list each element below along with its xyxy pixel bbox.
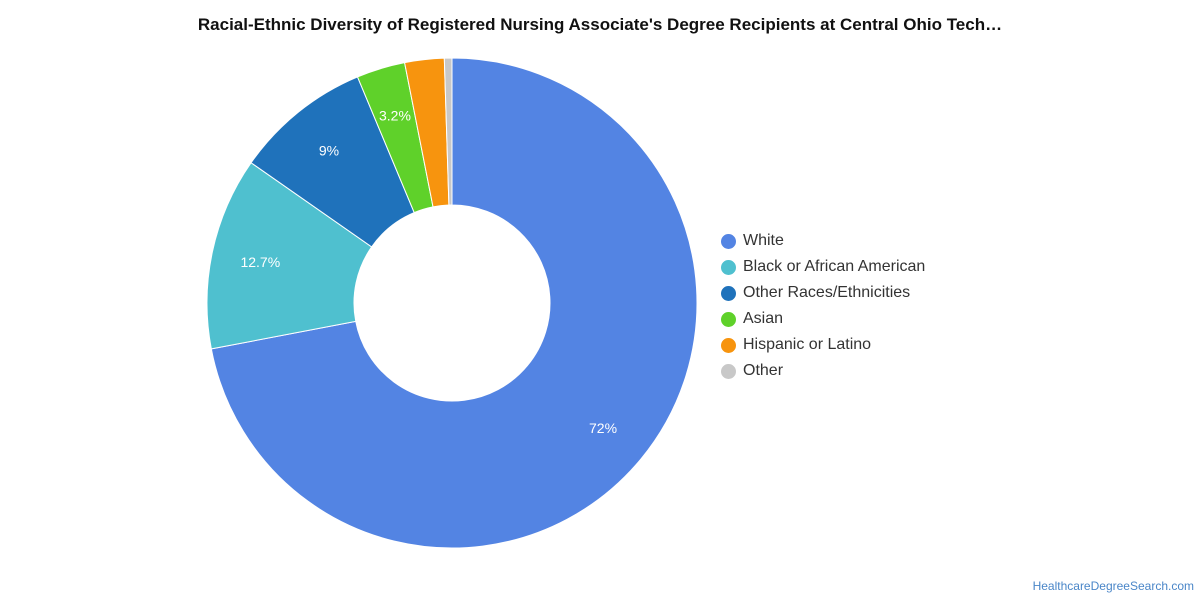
legend-label: Hispanic or Latino xyxy=(743,336,872,353)
chart-title: Racial-Ethnic Diversity of Registered Nu… xyxy=(197,15,1003,34)
legend-label: Asian xyxy=(743,310,784,327)
slice-black-or-african-american[interactable] xyxy=(206,162,373,350)
legend-swatch xyxy=(721,337,736,353)
slice-white[interactable] xyxy=(210,57,698,549)
slices-group xyxy=(206,57,698,549)
data-label-other-races-ethnicities: 9% xyxy=(319,142,339,158)
legend-swatch xyxy=(721,363,736,379)
legend-item-hispanic-or-latino[interactable]: Hispanic or Latino xyxy=(721,332,925,358)
legend-label: Black or African American xyxy=(743,258,926,275)
slice-other[interactable] xyxy=(443,57,453,206)
legend-item-other-races-ethnicities[interactable]: Other Races/Ethnicities xyxy=(721,280,925,306)
legend-label: Other xyxy=(743,362,784,379)
data-labels-group: 72% 12.7% 9% 3.2% xyxy=(240,107,617,435)
legend-item-other[interactable]: Other xyxy=(721,358,925,384)
source-link[interactable]: HealthcareDegreeSearch.com xyxy=(1032,579,1194,593)
legend-item-white[interactable]: White xyxy=(721,228,925,254)
legend-swatch xyxy=(721,233,736,249)
data-label-white: 72% xyxy=(589,420,617,436)
legend: White Black or African American Other Race… xyxy=(721,228,925,384)
legend-label: White xyxy=(743,232,784,249)
legend-swatch xyxy=(721,259,736,275)
legend-swatch xyxy=(721,311,736,327)
legend-swatch xyxy=(721,285,736,301)
data-label-black-or-african-american: 12.7% xyxy=(240,254,280,270)
legend-item-asian[interactable]: Asian xyxy=(721,306,925,332)
legend-label: Other Races/Ethnicities xyxy=(743,284,911,301)
data-label-asian: 3.2% xyxy=(379,107,411,123)
legend-item-black-or-african-american[interactable]: Black or African American xyxy=(721,254,925,280)
